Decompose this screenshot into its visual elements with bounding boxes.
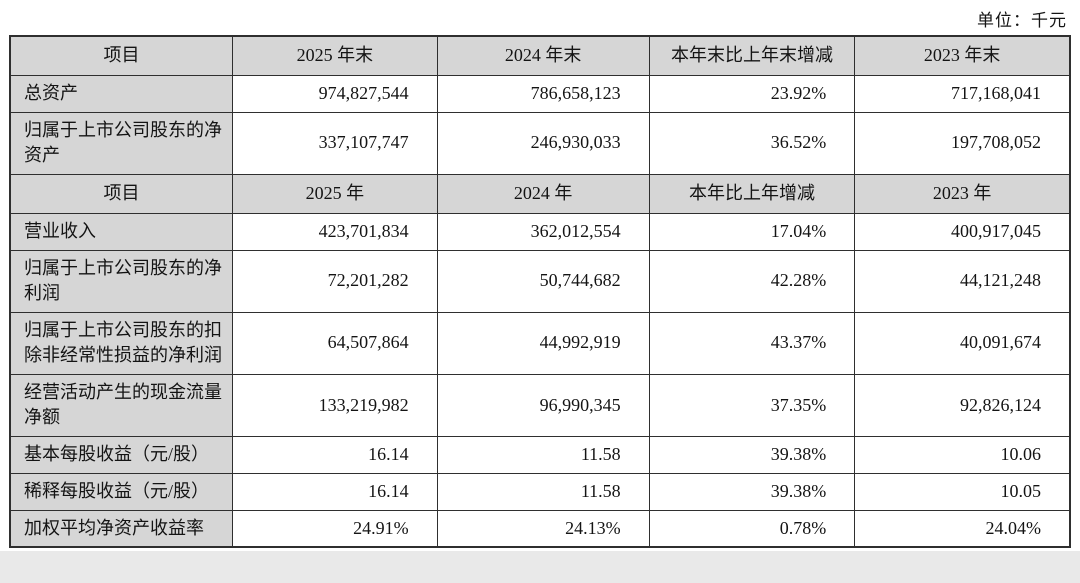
header-cell-2023-end: 2023 年末 [854,35,1071,76]
value-cell: 786,658,123 [436,74,650,113]
value-cell: 16.14 [232,472,438,511]
page-bottom-strip [0,551,1080,583]
table-row-basic-eps: 基本每股收益（元/股） 16.14 11.58 39.38% 10.06 [9,435,1071,474]
value-cell: 246,930,033 [436,111,650,175]
table-row-net-profit-excl-nonrecurring: 归属于上市公司股东的扣除非经常性损益的净利润 64,507,864 44,992… [9,311,1071,375]
header-cell-yoy-change: 本年比上年增减 [648,173,856,214]
value-cell: 197,708,052 [854,111,1071,175]
value-cell: 36.52% [648,111,856,175]
value-cell: 974,827,544 [232,74,438,113]
value-cell: 44,992,919 [436,311,650,375]
row-label-cell: 归属于上市公司股东的净利润 [9,249,234,313]
row-label-cell: 总资产 [9,74,234,113]
value-cell: 17.04% [648,212,856,251]
value-cell: 96,990,345 [436,373,650,437]
value-cell: 400,917,045 [854,212,1071,251]
value-cell: 24.13% [436,509,650,548]
row-label-cell: 归属于上市公司股东的扣除非经常性损益的净利润 [9,311,234,375]
value-cell: 42.28% [648,249,856,313]
table-row-total-assets: 总资产 974,827,544 786,658,123 23.92% 717,1… [9,74,1071,113]
row-label-cell: 归属于上市公司股东的净资产 [9,111,234,175]
table-row-weighted-avg-roe: 加权平均净资产收益率 24.91% 24.13% 0.78% 24.04% [9,509,1071,548]
table-row-net-profit: 归属于上市公司股东的净利润 72,201,282 50,744,682 42.2… [9,249,1071,313]
value-cell: 16.14 [232,435,438,474]
value-cell: 11.58 [436,472,650,511]
value-cell: 0.78% [648,509,856,548]
row-label-cell: 加权平均净资产收益率 [9,509,234,548]
table-header-row-balance: 项目 2025 年末 2024 年末 本年末比上年末增减 2023 年末 [9,35,1071,76]
value-cell: 44,121,248 [854,249,1071,313]
header-cell-2023: 2023 年 [854,173,1071,214]
value-cell: 64,507,864 [232,311,438,375]
value-cell: 10.06 [854,435,1071,474]
value-cell: 717,168,041 [854,74,1071,113]
table-row-revenue: 营业收入 423,701,834 362,012,554 17.04% 400,… [9,212,1071,251]
value-cell: 50,744,682 [436,249,650,313]
header-cell-item: 项目 [9,35,234,76]
row-label-cell: 经营活动产生的现金流量净额 [9,373,234,437]
row-label-cell: 营业收入 [9,212,234,251]
row-label-cell: 基本每股收益（元/股） [9,435,234,474]
table-header-row-income: 项目 2025 年 2024 年 本年比上年增减 2023 年 [9,173,1071,214]
header-cell-2025-end: 2025 年末 [232,35,438,76]
value-cell: 39.38% [648,472,856,511]
value-cell: 133,219,982 [232,373,438,437]
header-cell-2025: 2025 年 [232,173,438,214]
value-cell: 24.04% [854,509,1071,548]
value-cell: 423,701,834 [232,212,438,251]
value-cell: 23.92% [648,74,856,113]
header-cell-2024: 2024 年 [436,173,650,214]
row-label-cell: 稀释每股收益（元/股） [9,472,234,511]
value-cell: 362,012,554 [436,212,650,251]
unit-label: 单位：千元 [977,11,1067,30]
table-row-net-assets: 归属于上市公司股东的净资产 337,107,747 246,930,033 36… [9,111,1071,175]
table-row-diluted-eps: 稀释每股收益（元/股） 16.14 11.58 39.38% 10.05 [9,472,1071,511]
table-row-operating-cash-flow: 经营活动产生的现金流量净额 133,219,982 96,990,345 37.… [9,373,1071,437]
value-cell: 10.05 [854,472,1071,511]
value-cell: 92,826,124 [854,373,1071,437]
value-cell: 72,201,282 [232,249,438,313]
financial-summary-table: 项目 2025 年末 2024 年末 本年末比上年末增减 2023 年末 总资产… [9,35,1071,549]
header-cell-item: 项目 [9,173,234,214]
header-cell-yoy-end-change: 本年末比上年末增减 [648,35,856,76]
value-cell: 11.58 [436,435,650,474]
value-cell: 24.91% [232,509,438,548]
header-cell-2024-end: 2024 年末 [436,35,650,76]
value-cell: 337,107,747 [232,111,438,175]
value-cell: 39.38% [648,435,856,474]
value-cell: 40,091,674 [854,311,1071,375]
value-cell: 37.35% [648,373,856,437]
value-cell: 43.37% [648,311,856,375]
